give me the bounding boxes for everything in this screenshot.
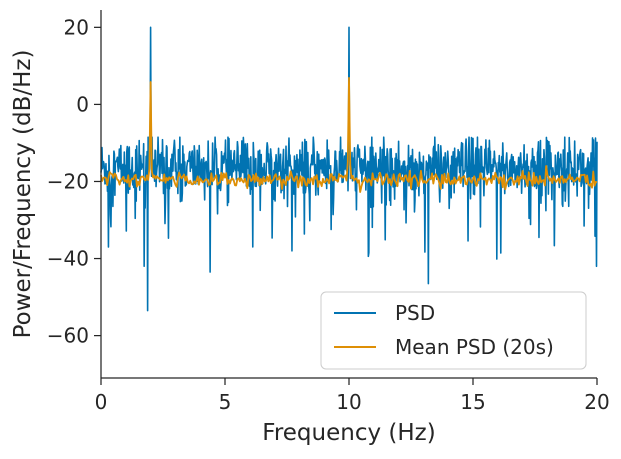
x-tick-label: 10 bbox=[336, 390, 361, 414]
y-tick-label: −20 bbox=[47, 169, 89, 193]
legend-label-psd: PSD bbox=[395, 301, 435, 325]
series-line-mean-psd bbox=[100, 76, 598, 193]
x-tick-label: 20 bbox=[584, 390, 609, 414]
x-ticks: 0 5 10 15 20 bbox=[95, 378, 610, 414]
x-tick-label: 5 bbox=[219, 390, 232, 414]
x-axis-label: Frequency (Hz) bbox=[262, 420, 435, 446]
x-tick-label: 15 bbox=[460, 390, 485, 414]
y-tick-label: −40 bbox=[47, 247, 89, 271]
legend-label-mean-psd: Mean PSD (20s) bbox=[395, 335, 554, 359]
y-ticks: 20 0 −20 −40 −60 bbox=[47, 15, 101, 348]
x-tick-label: 0 bbox=[95, 390, 108, 414]
legend-frame bbox=[320, 291, 587, 370]
y-axis-label: Power/Frequency (dB/Hz) bbox=[10, 50, 36, 339]
series-layer bbox=[100, 26, 598, 312]
legend: PSD Mean PSD (20s) bbox=[320, 291, 587, 370]
y-tick-label: −60 bbox=[47, 324, 89, 348]
series-line-psd bbox=[100, 26, 598, 312]
y-tick-label: 20 bbox=[64, 15, 89, 39]
y-tick-label: 0 bbox=[76, 92, 89, 116]
